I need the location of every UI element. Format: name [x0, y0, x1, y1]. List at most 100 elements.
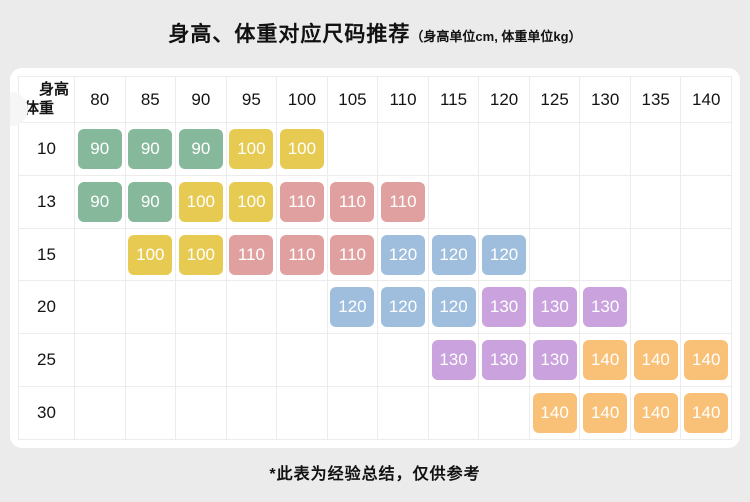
- page-title: 身高、体重对应尺码推荐（身高单位cm, 体重单位kg）: [0, 0, 750, 48]
- size-cell: [479, 123, 530, 176]
- corner-height-label: 身高: [38, 80, 69, 98]
- column-header-90: 90: [176, 77, 227, 123]
- size-chip-pink: 110: [330, 181, 375, 222]
- size-cell: [378, 334, 429, 388]
- size-chip-orange: 140: [684, 340, 729, 381]
- column-header-95: 95: [226, 77, 278, 123]
- size-cell: [327, 123, 379, 176]
- size-chip-orange: 140: [583, 393, 628, 434]
- size-cell: [428, 123, 480, 176]
- size-cell: 130: [479, 334, 530, 388]
- row-header-25: 25: [19, 334, 75, 388]
- size-cell: 140: [630, 334, 682, 388]
- size-cell: 110: [277, 175, 328, 229]
- size-cell: [529, 228, 581, 282]
- size-cell: 120: [428, 281, 480, 335]
- size-cell: 120: [378, 228, 429, 282]
- size-chip-orange: 140: [684, 393, 729, 434]
- page-title-text: 身高、体重对应尺码推荐: [168, 23, 411, 46]
- size-chip-green: 90: [128, 128, 173, 169]
- size-chip-blue: 120: [431, 287, 476, 328]
- column-header-120: 120: [479, 77, 530, 123]
- size-cell: [681, 228, 732, 282]
- size-cell: [226, 281, 278, 335]
- row-header-30: 30: [19, 387, 75, 440]
- size-chip-purple: 130: [431, 340, 476, 381]
- size-cell: [630, 123, 682, 176]
- size-cell: 110: [277, 228, 328, 282]
- corner-cell: 身高 体重: [19, 77, 75, 123]
- size-cell: [580, 175, 631, 229]
- column-header-110: 110: [378, 77, 429, 123]
- size-cell: [176, 334, 227, 388]
- size-cell: [327, 387, 379, 440]
- size-chip-blue: 120: [482, 234, 527, 275]
- size-cell: 110: [226, 228, 278, 282]
- size-cell: [681, 281, 732, 335]
- column-header-80: 80: [75, 77, 126, 123]
- row-header-13: 13: [19, 175, 75, 229]
- column-header-100: 100: [277, 77, 328, 123]
- size-chip-yellow: 100: [229, 181, 274, 222]
- size-chip-green: 90: [77, 181, 122, 222]
- size-chart-panel: 身高 体重 80 85 90 95 100 105 110 115 120 125 130 135 14…: [10, 68, 740, 448]
- size-cell: [428, 175, 480, 229]
- size-cell: 100: [226, 175, 278, 229]
- size-cell: 130: [428, 334, 480, 388]
- size-chip-blue: 120: [380, 234, 425, 275]
- size-cell: [681, 175, 732, 229]
- corner-weight-label: 体重: [24, 99, 55, 117]
- size-chip-purple: 130: [583, 287, 628, 328]
- size-cell: 110: [327, 228, 379, 282]
- size-chip-yellow: 100: [128, 234, 173, 275]
- size-cell: 110: [378, 175, 429, 229]
- size-chip-purple: 130: [482, 340, 527, 381]
- column-header-140: 140: [681, 77, 732, 123]
- size-cell: 130: [580, 281, 631, 335]
- size-chip-yellow: 100: [229, 128, 274, 169]
- size-cell: 100: [125, 228, 177, 282]
- size-cell: 90: [75, 123, 126, 176]
- size-chip-yellow: 100: [178, 181, 223, 222]
- size-cell: 140: [580, 387, 631, 440]
- size-chip-purple: 130: [532, 287, 577, 328]
- size-chip-orange: 140: [633, 393, 678, 434]
- size-cell: [75, 228, 126, 282]
- size-cell: 130: [529, 281, 581, 335]
- size-cell: [529, 123, 581, 176]
- size-cell: [580, 123, 631, 176]
- size-cell: [529, 175, 581, 229]
- size-cell: 120: [327, 281, 379, 335]
- column-header-135: 135: [630, 77, 682, 123]
- corner-notch-decoration: [10, 92, 28, 126]
- size-chip-green: 90: [128, 181, 173, 222]
- size-cell: 120: [378, 281, 429, 335]
- size-cell: [125, 334, 177, 388]
- size-chip-pink: 110: [279, 181, 324, 222]
- size-cell: [630, 228, 682, 282]
- size-cell: 90: [176, 123, 227, 176]
- size-cell: [378, 123, 429, 176]
- size-cell: 130: [529, 334, 581, 388]
- size-cell: [226, 334, 278, 388]
- size-cell: [327, 334, 379, 388]
- size-chip-pink: 110: [229, 234, 274, 275]
- size-cell: [75, 334, 126, 388]
- size-cell: [176, 281, 227, 335]
- size-cell: [176, 387, 227, 440]
- size-cell: [226, 387, 278, 440]
- size-cell: [75, 281, 126, 335]
- size-cell: [277, 334, 328, 388]
- size-cell: [378, 387, 429, 440]
- footer-note: *此表为经验总结，仅供参考: [269, 466, 481, 483]
- row-header-15: 15: [19, 228, 75, 282]
- size-cell: 120: [479, 228, 530, 282]
- size-cell: [277, 281, 328, 335]
- size-chip-orange: 140: [633, 340, 678, 381]
- size-chip-orange: 140: [532, 393, 577, 434]
- size-cell: [277, 387, 328, 440]
- size-cell: 140: [630, 387, 682, 440]
- size-chip-purple: 130: [482, 287, 527, 328]
- size-cell: 90: [125, 123, 177, 176]
- size-chip-green: 90: [77, 128, 122, 169]
